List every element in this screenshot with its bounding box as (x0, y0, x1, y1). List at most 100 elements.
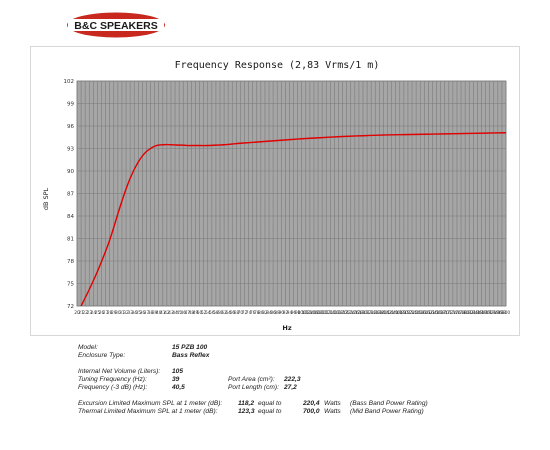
x-tick-label: 42 (164, 310, 170, 316)
x-tick-label: 36 (140, 310, 146, 316)
spec-value: 27,2 (284, 384, 297, 391)
x-tick-label: 56 (209, 310, 215, 316)
x-tick-label: 98 (295, 310, 301, 316)
x-tick-label: 22 (82, 310, 88, 316)
x-tick-label: 25 (95, 310, 101, 316)
spec-value: 700,0 (303, 408, 320, 415)
y-tick-label: 96 (67, 124, 74, 130)
x-tick-label: 45 (176, 310, 182, 316)
spec-unit: Watts (324, 408, 341, 415)
y-tick-label: 90 (67, 169, 74, 175)
spec-value: Bass Reflex (172, 352, 210, 359)
horizontal-gridlines (77, 80, 506, 307)
y-tick-label: 75 (67, 282, 74, 288)
x-tick-label: 28 (107, 310, 113, 316)
y-tick-label: 78 (67, 259, 74, 265)
x-tick-label: 190 (481, 310, 490, 316)
spec-label: Model: (78, 344, 98, 351)
x-tick-label: 182 (465, 310, 474, 316)
x-tick-label: 30 (115, 310, 121, 316)
x-tick-label: 40 (156, 310, 162, 316)
spec-label: Internal Net Volume (Liters): (78, 368, 161, 375)
spec-value: 105 (172, 368, 184, 375)
x-axis-label: Hz (282, 324, 291, 332)
x-tick-label: 72 (242, 310, 248, 316)
x-tick-label: 84 (266, 310, 272, 316)
x-tick-label: 50 (197, 310, 203, 316)
x-tick-label: 33 (127, 310, 133, 316)
x-tick-label: 148 (396, 310, 405, 316)
spec-label: Port Length (cm): (228, 384, 279, 391)
y-tick-label: 81 (67, 237, 74, 243)
x-tick-label: 122 (342, 310, 351, 316)
x-tick-label: 146 (391, 310, 400, 316)
x-tick-label: 144 (387, 310, 396, 316)
x-tick-label: 39 (152, 310, 158, 316)
x-tick-label: 82 (262, 310, 268, 316)
x-tick-label: 47 (185, 310, 191, 316)
x-tick-label: 118 (334, 310, 343, 316)
spec-value: 118,2 (238, 400, 255, 407)
spec-value: 15 PZB 100 (172, 344, 208, 351)
x-tick-label: 120 (338, 310, 347, 316)
x-tick-label: 106 (310, 310, 319, 316)
x-tick-label: 134 (367, 310, 376, 316)
x-tick-label: 94 (287, 310, 293, 316)
x-tick-label: 34 (131, 310, 137, 316)
x-tick-label: 170 (441, 310, 450, 316)
x-tick-label: 184 (469, 310, 478, 316)
x-tick-label: 90 (278, 310, 284, 316)
frequency-response-chart: Frequency Response (2,83 Vrms/1 m) 72757… (42, 60, 510, 332)
logo-text: B&C SPEAKERS (74, 20, 157, 32)
x-tick-label: 26 (99, 310, 105, 316)
x-tick-label: 102 (302, 310, 311, 316)
x-tick-label: 154 (408, 310, 417, 316)
x-tick-label: 92 (283, 310, 289, 316)
x-tick-label: 46 (180, 310, 186, 316)
logo-band (68, 19, 164, 31)
x-tick-label: 104 (306, 310, 315, 316)
x-tick-label: 58 (213, 310, 219, 316)
y-tick-label: 99 (67, 102, 74, 108)
spec-value: 39 (172, 376, 180, 383)
x-tick-label: 96 (291, 310, 297, 316)
x-tick-label: 100 (298, 310, 307, 316)
x-tick-label: 29 (111, 310, 117, 316)
x-tick-label: 116 (330, 310, 339, 316)
spec-connector: equal to (258, 400, 282, 407)
y-tick-label: 93 (67, 147, 74, 153)
y-tick-label: 87 (67, 192, 74, 198)
spec-label: Port Area (cm²): (228, 376, 275, 383)
x-tick-label: 60 (217, 310, 223, 316)
x-tick-label: 198 (498, 310, 507, 316)
x-tick-label: 130 (359, 310, 368, 316)
x-tick-label: 74 (246, 310, 252, 316)
x-tick-label: 192 (485, 310, 494, 316)
x-tick-label: 43 (168, 310, 174, 316)
x-tick-label: 24 (91, 310, 97, 316)
x-tick-label: 112 (322, 310, 331, 316)
spec-value: 220,4 (303, 400, 320, 407)
x-tick-label: 68 (234, 310, 240, 316)
x-tick-label: 176 (453, 310, 462, 316)
spec-label: Excursion Limited Maximum SPL at 1 meter… (78, 400, 223, 407)
y-tick-label: 84 (67, 214, 74, 220)
x-tick-label: 142 (383, 310, 392, 316)
x-tick-label: 114 (326, 310, 335, 316)
x-tick-label: 174 (449, 310, 458, 316)
x-tick-label: 164 (428, 310, 437, 316)
x-tick-label: 126 (351, 310, 360, 316)
x-tick-label: 188 (477, 310, 486, 316)
x-tick-label: 76 (250, 310, 256, 316)
x-tick-label: 152 (404, 310, 413, 316)
x-tick-label: 48 (189, 310, 195, 316)
x-tick-label: 158 (416, 310, 425, 316)
x-tick-label: 180 (461, 310, 470, 316)
spec-value: 222,3 (284, 376, 301, 383)
x-tick-label: 41 (160, 310, 166, 316)
x-tick-label: 37 (144, 310, 150, 316)
x-tick-label: 20 (74, 310, 80, 316)
x-tick-label: 66 (229, 310, 235, 316)
spec-label: Tuning Frequency (Hz): (78, 376, 147, 383)
x-tick-label: 44 (172, 310, 178, 316)
